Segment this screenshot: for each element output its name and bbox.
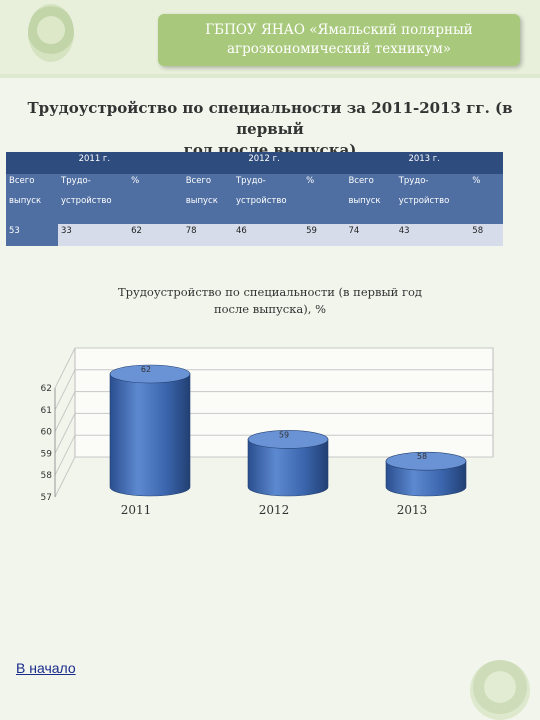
- cell-2012-employed: 46: [232, 224, 304, 246]
- y-tick-label: 57: [41, 493, 52, 503]
- chart-title: Трудоустройство по специальности (в перв…: [100, 284, 440, 318]
- col-percent: %: [128, 174, 183, 224]
- cell-2012-total: 78: [182, 224, 233, 246]
- college-logo: [28, 4, 74, 62]
- chart-title-line-1: Трудоустройство по специальности (в перв…: [118, 285, 422, 299]
- x-tick-label: 2011: [121, 503, 152, 517]
- year-2011-header: 2011 г.: [6, 152, 183, 174]
- y-tick-label: 60: [41, 428, 53, 438]
- col-percent: %: [469, 174, 503, 224]
- back-to-start-link[interactable]: В начало: [16, 660, 76, 676]
- college-logo-watermark: [470, 660, 530, 720]
- y-tick-label: 61: [41, 406, 52, 416]
- chart-title-line-2: после выпуска), %: [213, 302, 327, 316]
- col-total: Всего выпуск: [6, 174, 59, 224]
- header-line-2: агроэкономический техникум»: [226, 41, 452, 57]
- col-employment: Трудо-устройство: [58, 174, 129, 224]
- employment-table: 2011 г. 2012 г. 2013 г. Всего выпуск Труд…: [6, 152, 503, 246]
- cell-2011-total: 53: [6, 224, 59, 246]
- table-column-header-row: Всего выпуск Трудо-устройство % Всего выпу…: [6, 174, 503, 224]
- gridline-side: [54, 369, 76, 411]
- col-employment: Трудо-устройство: [395, 174, 470, 224]
- year-2013-header: 2013 г.: [345, 152, 503, 174]
- y-tick-label: 59: [41, 449, 53, 459]
- table-year-row: 2011 г. 2012 г. 2013 г.: [6, 152, 503, 174]
- data-label: 59: [279, 430, 289, 439]
- x-tick-label: 2012: [259, 503, 290, 517]
- gridline-side: [54, 413, 76, 454]
- gridline-side: [54, 347, 76, 389]
- col-total: Всего выпуск: [182, 174, 233, 224]
- header-line-1: ГБПОУ ЯНАО «Ямальский полярный: [205, 22, 473, 38]
- data-label: 58: [417, 452, 427, 461]
- data-label: 62: [141, 365, 151, 374]
- bar-cylinder-2013: [385, 460, 467, 497]
- page-title-line-1: Трудоустройство по специальности за 2011…: [27, 99, 513, 138]
- cell-2013-employed: 43: [395, 224, 470, 246]
- year-2012-header: 2012 г.: [182, 152, 346, 174]
- gridline-side: [54, 391, 76, 432]
- cell-2012-percent: 59: [303, 224, 346, 246]
- cell-2011-percent: 62: [128, 224, 183, 246]
- gridline-side: [54, 434, 76, 476]
- col-percent: %: [303, 174, 346, 224]
- bar-top-2013: [385, 451, 467, 471]
- cell-2013-total: 74: [345, 224, 396, 246]
- gridline-side: [54, 456, 76, 498]
- y-tick-label: 62: [41, 384, 52, 394]
- table-row: 53 33 62 78 46 59 74 43 58: [6, 224, 503, 246]
- bar-cylinder-2011: [109, 373, 191, 497]
- x-tick-label: 2013: [397, 503, 428, 517]
- cell-2013-percent: 58: [469, 224, 503, 246]
- col-employment: Трудо-устройство: [232, 174, 304, 224]
- col-total: Всего выпуск: [345, 174, 396, 224]
- bar-cylinder-2012: [247, 439, 329, 497]
- cell-2011-employed: 33: [58, 224, 129, 246]
- bar-top-2011: [109, 364, 191, 384]
- y-tick-label: 58: [41, 471, 53, 481]
- header-banner: ГБПОУ ЯНАО «Ямальский полярный агроэконо…: [158, 14, 520, 66]
- bar-top-2012: [247, 430, 329, 449]
